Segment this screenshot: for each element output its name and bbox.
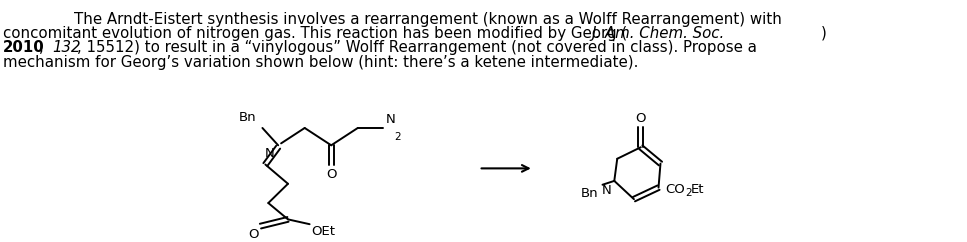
Text: N: N [601,184,611,197]
Text: 2: 2 [685,189,691,198]
Text: ): ) [821,26,827,41]
Text: O: O [635,112,646,125]
Text: OEt: OEt [311,225,336,238]
Text: concomitant evolution of nitrogen gas. This reaction has been modified by Georg : concomitant evolution of nitrogen gas. T… [3,26,627,41]
Text: 132: 132 [52,40,80,55]
Text: CO: CO [665,183,686,196]
Text: O: O [326,168,337,182]
Text: J. Am. Chem. Soc.: J. Am. Chem. Soc. [592,26,725,41]
Text: Bn: Bn [581,187,599,200]
Text: O: O [248,228,258,241]
Text: 2010: 2010 [3,40,44,55]
Text: mechanism for Georg’s variation shown below (hint: there’s a ketene intermediate: mechanism for Georg’s variation shown be… [3,55,638,70]
Text: Et: Et [691,183,704,196]
Text: The Arndt-Eistert synthesis involves a rearrangement (known as a Wolff Rearrange: The Arndt-Eistert synthesis involves a r… [73,12,781,27]
Text: N: N [264,147,275,160]
Text: 2: 2 [395,132,400,142]
Text: , 15512) to result in a “vinylogous” Wolff Rearrangement (not covered in class).: , 15512) to result in a “vinylogous” Wol… [76,40,756,55]
Text: Bn: Bn [239,111,256,124]
Text: N: N [385,113,396,126]
Text: ,: , [40,40,48,55]
